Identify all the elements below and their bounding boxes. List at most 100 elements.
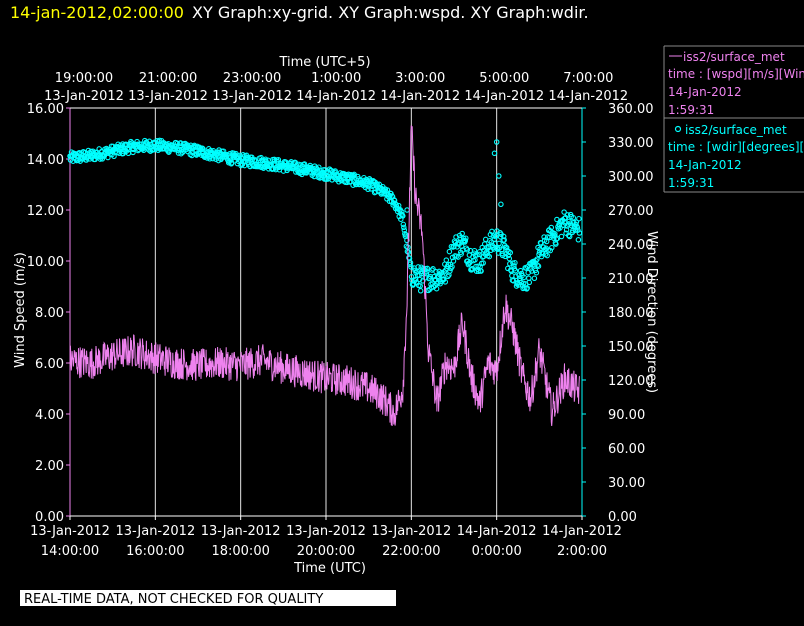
wdir-point: [503, 244, 510, 251]
legend-wspd-desc: time : [wspd][m/s][Wind: [668, 67, 804, 81]
wdir-point: [480, 260, 486, 266]
wdir-point: [450, 258, 457, 264]
wdir-point: [476, 251, 482, 258]
wdir-point: [401, 224, 407, 231]
wdir-point: [566, 233, 573, 240]
left-tick-label: 10.00: [27, 255, 64, 270]
top-tick-label: 13-Jan-2012: [128, 89, 208, 104]
legend-wdir-name: iss2/surface_met: [685, 123, 787, 137]
wdir-point: [437, 280, 443, 287]
legend-wdir-time: 1:59:31: [668, 176, 714, 190]
wdir-point: [415, 264, 421, 270]
bottom-tick-label: 13-Jan-2012: [201, 524, 281, 539]
top-tick-label: 13-Jan-2012: [44, 89, 124, 104]
wdir-point: [531, 275, 538, 282]
axis-ticks: 0.00 2.00 4.00 6.00 8.00 10.00 12.00 14.00 16.00…: [27, 71, 654, 559]
wdir-point: [548, 224, 555, 231]
bottom-tick-label: 14:00:00: [41, 544, 99, 559]
wdir-point: [491, 150, 498, 157]
bottom-tick-label: 0:00:00: [472, 544, 522, 559]
bottom-tick-label: 16:00:00: [126, 544, 184, 559]
wdir-point: [105, 154, 111, 161]
wdir-point: [417, 288, 424, 294]
notice-box: [20, 590, 396, 606]
wdir-point: [544, 252, 550, 259]
wdir-point: [510, 278, 517, 284]
wdir-point: [576, 230, 583, 236]
wdir-point: [200, 146, 206, 152]
wdir-point: [524, 285, 530, 291]
left-tick-label: 0.00: [35, 510, 64, 525]
right-tick-label: 30.00: [608, 476, 645, 491]
notice-text: REAL-TIME DATA, NOT CHECKED FOR QUALITY: [24, 592, 323, 607]
right-tick-label: 180.00: [608, 306, 654, 321]
wdir-point: [301, 161, 308, 167]
wdir-point: [553, 241, 559, 247]
wdir-point: [374, 181, 380, 187]
wdir-point: [495, 250, 502, 256]
wdir-point: [533, 269, 540, 276]
bottom-tick-label: 22:00:00: [382, 544, 440, 559]
wdir-point: [457, 235, 463, 241]
wdir-point: [497, 234, 504, 240]
wdir-point: [430, 266, 436, 272]
wdir-point: [478, 268, 484, 274]
top-tick-label: 3:00:00: [395, 71, 445, 86]
wdir-point: [534, 262, 541, 269]
right-tick-label: 210.00: [608, 272, 654, 287]
wdir-point: [493, 139, 500, 145]
wdir-point: [224, 152, 230, 158]
legend-wdir-desc: time : [wdir][degrees][W: [668, 140, 804, 154]
header-datetime: 14-jan-2012,02:00:00: [10, 3, 184, 22]
wdir-point: [498, 201, 504, 208]
wdir-point: [258, 154, 264, 161]
wdir-point: [368, 186, 374, 192]
wdir-point: [500, 233, 507, 240]
right-tick-label: 300.00: [608, 170, 654, 185]
left-tick-label: 8.00: [35, 306, 64, 321]
bottom-tick-label: 13-Jan-2012: [30, 524, 110, 539]
left-tick-label: 4.00: [35, 408, 64, 423]
bottom-tick-label: 2:00:00: [557, 544, 607, 559]
right-tick-label: 120.00: [608, 374, 654, 389]
wdir-point: [449, 263, 455, 270]
wdir-series: [67, 137, 583, 294]
wdir-point: [549, 244, 555, 251]
wdir-point: [401, 227, 408, 233]
top-tick-label: 5:00:00: [479, 71, 529, 86]
left-tick-label: 12.00: [27, 204, 64, 219]
top-tick-label: 14-Jan-2012: [296, 89, 376, 104]
bottom-tick-label: 14-Jan-2012: [542, 524, 622, 539]
wdir-point: [443, 257, 450, 263]
legend-wspd-name: iss2/surface_met: [683, 50, 785, 64]
wdir-point: [535, 263, 542, 269]
right-tick-label: 360.00: [608, 102, 654, 117]
wdir-point: [463, 235, 469, 241]
top-tick-label: 7:00:00: [563, 71, 613, 86]
bottom-tick-label: 14-Jan-2012: [457, 524, 537, 539]
wspd-series: [69, 125, 580, 427]
wdir-point: [179, 149, 186, 156]
top-tick-label: 19:00:00: [55, 71, 113, 86]
wdir-point: [575, 227, 581, 233]
wdir-point: [496, 173, 502, 179]
legend: iss2/surface_met time : [wspd][m/s][Wind…: [663, 45, 804, 193]
wdir-point: [541, 234, 547, 240]
top-tick-label: 14-Jan-2012: [464, 89, 544, 104]
wdir-point: [539, 251, 546, 257]
right-tick-label: 330.00: [608, 136, 654, 151]
left-tick-label: 16.00: [27, 102, 64, 117]
wdir-point: [517, 267, 524, 274]
right-tick-label: 60.00: [608, 442, 645, 457]
wdir-point: [446, 248, 453, 255]
wdir-point: [427, 273, 434, 280]
wdir-point: [316, 164, 322, 170]
wdir-point: [558, 233, 565, 240]
right-tick-label: 0.00: [608, 510, 637, 525]
wdir-point: [529, 268, 535, 274]
bottom-tick-label: 13-Jan-2012: [115, 524, 195, 539]
wdir-point: [462, 237, 469, 244]
wdir-point: [547, 247, 554, 254]
right-tick-label: 90.00: [608, 408, 645, 423]
